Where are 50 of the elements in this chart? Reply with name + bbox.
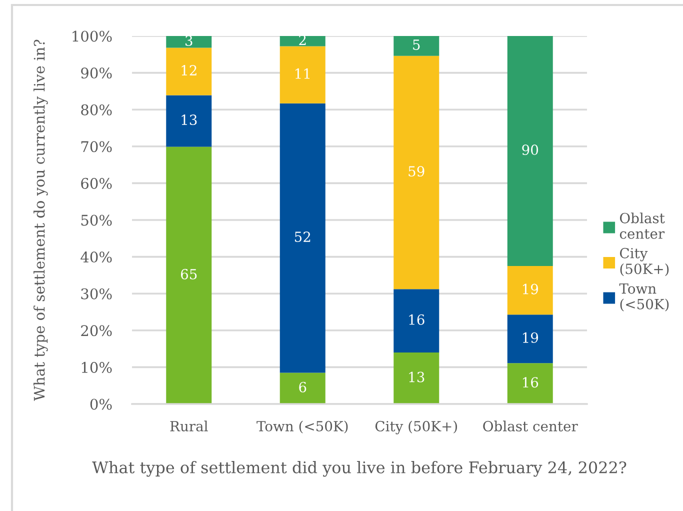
bar [166, 36, 212, 48]
x-tick-label: Town (<50K) [256, 420, 348, 434]
bar [394, 289, 440, 352]
annotation: 16 [522, 377, 538, 388]
bar [280, 372, 326, 404]
x-tick-label: Oblast center [483, 420, 578, 432]
bar [394, 352, 440, 404]
x-tick-label: Rural [170, 420, 208, 432]
y-tick-label: 20% [81, 325, 112, 336]
annotation: 19 [522, 284, 538, 294]
annotation: 12 [182, 65, 196, 76]
bar [394, 36, 440, 56]
y-tick-label: 60% [81, 178, 112, 189]
annotation: 5 [413, 40, 420, 50]
bar [507, 314, 553, 364]
x-tick-label: City (50K+) [375, 420, 457, 434]
annotation: 6 [299, 382, 306, 392]
bar [280, 46, 326, 104]
annotation: 52 [294, 232, 310, 242]
annotation: 13 [409, 372, 424, 382]
y-tick-label: 30% [81, 288, 112, 300]
annotation: 65 [180, 268, 197, 280]
y-tick-label: 90% [81, 68, 112, 79]
bar [507, 266, 553, 315]
legend-label: City (50K+) [620, 248, 669, 276]
legend-label: Oblast center [620, 212, 665, 239]
y-tick-label: 10% [82, 362, 112, 373]
bar [394, 56, 440, 290]
annotation: 11 [295, 68, 310, 79]
bar [166, 95, 212, 147]
annotation: 16 [409, 314, 424, 325]
bar [280, 103, 326, 373]
bar [507, 36, 553, 266]
annotation: 19 [522, 332, 538, 343]
y-tick-label: 70% [81, 141, 112, 152]
y-tick-label: 50% [81, 214, 112, 226]
y-tick-label: 80% [81, 104, 112, 116]
y-axis-title: What type of settlement do you currently live in? [34, 40, 48, 401]
y-tick-label: 40% [80, 252, 112, 263]
legend-label: Town (<50K) [619, 283, 669, 312]
y-tick-label: 0% [90, 398, 112, 410]
y-tick-label: 100% [72, 30, 112, 42]
annotation: 59 [408, 166, 424, 177]
bar [507, 363, 553, 404]
bar [166, 146, 212, 404]
x-axis-title: What type of settlement did you live in before February 24, 2022? [92, 461, 626, 477]
bar [166, 48, 212, 96]
bar [280, 36, 326, 46]
annotation: 90 [522, 144, 538, 156]
annotation: 13 [182, 114, 197, 126]
